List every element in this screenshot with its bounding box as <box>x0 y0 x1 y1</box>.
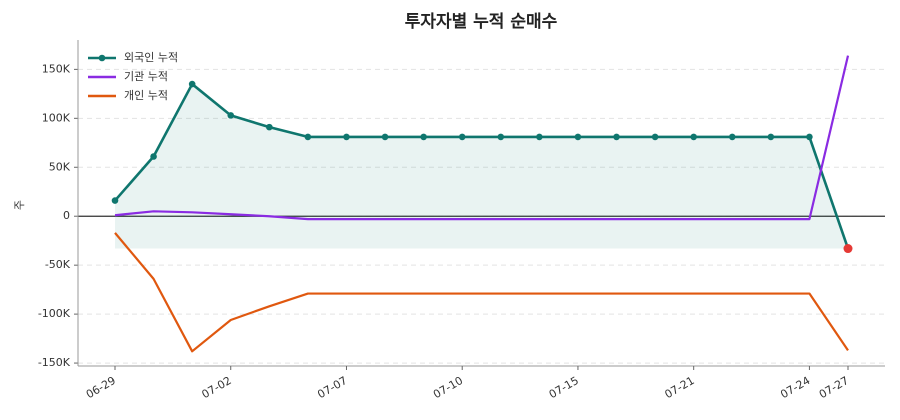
x-tick-label: 07-15 <box>547 374 581 401</box>
data-point <box>304 133 312 141</box>
data-point <box>497 133 505 141</box>
data-point <box>536 133 543 141</box>
y-tick-label: 0 <box>63 209 70 222</box>
data-point <box>150 153 157 160</box>
legend-label: 기관 누적 <box>124 70 168 83</box>
data-point <box>420 133 427 141</box>
chart-title: 투자자별 누적 순매수 <box>405 12 558 32</box>
x-tick-label: 07-02 <box>200 374 234 401</box>
y-tick-label: 100K <box>42 111 71 124</box>
data-point <box>381 133 389 141</box>
legend-label: 외국인 누적 <box>124 51 178 64</box>
data-point <box>843 244 853 254</box>
y-tick-label: -100K <box>38 307 71 320</box>
legend-label: 개인 누적 <box>124 89 168 102</box>
data-point <box>458 133 466 141</box>
legend-marker <box>98 54 106 62</box>
data-point <box>728 133 736 141</box>
x-tick-label: 07-24 <box>778 374 812 401</box>
series-line <box>114 82 850 249</box>
x-tick-label: 07-21 <box>662 374 696 401</box>
data-point <box>767 133 775 141</box>
y-tick-label: -150K <box>38 356 71 369</box>
data-point <box>574 133 582 141</box>
data-point <box>806 133 813 141</box>
data-point <box>690 133 697 141</box>
y-axis-label: 주 <box>13 200 26 210</box>
data-point <box>651 133 659 141</box>
x-tick-label: 07-27 <box>817 374 851 401</box>
data-point <box>613 133 620 141</box>
y-tick-label: 50K <box>49 160 71 173</box>
data-point <box>266 123 273 131</box>
data-point <box>343 133 350 141</box>
x-tick-label: 07-10 <box>431 374 465 401</box>
data-point <box>111 197 119 204</box>
y-tick-label: 150K <box>42 62 71 75</box>
data-point <box>227 112 235 119</box>
x-tick-label: 06-29 <box>84 374 118 401</box>
area-fill <box>115 84 848 249</box>
data-point <box>188 80 196 88</box>
series-line <box>114 232 849 353</box>
y-tick-label: -50K <box>45 258 71 271</box>
series-line <box>114 55 850 221</box>
x-tick-label: 07-07 <box>315 374 349 401</box>
